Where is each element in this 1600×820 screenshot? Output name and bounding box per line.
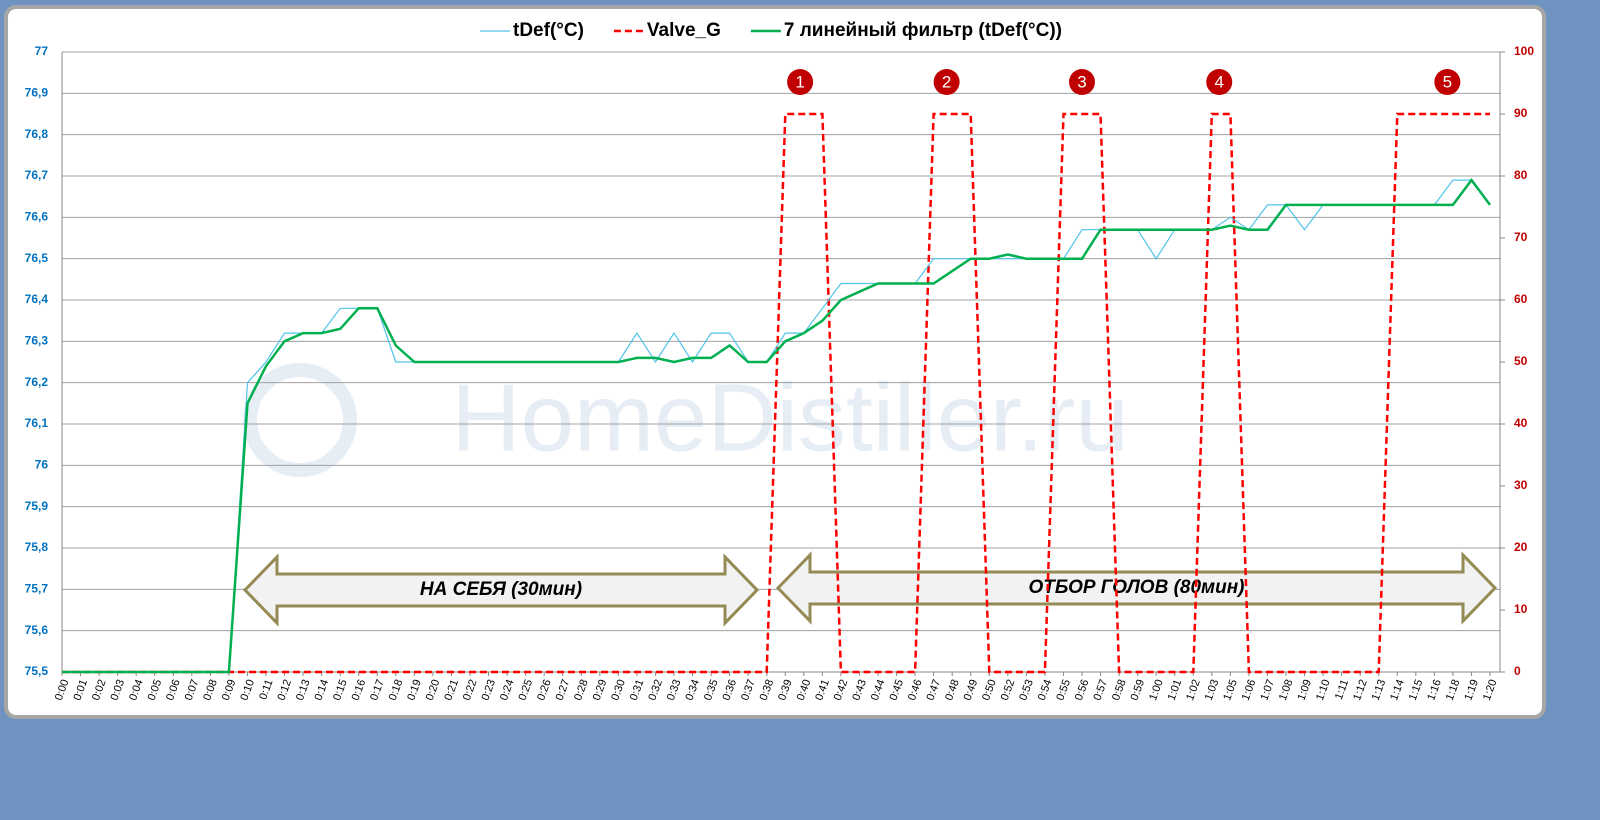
y2-tick-label: 0 [1514,664,1521,678]
y-tick-label: 77 [35,44,49,58]
y-tick-label: 75,8 [25,540,49,554]
marker-badge [1069,69,1095,95]
y-tick-label: 76,7 [25,168,49,182]
y-tick-label: 76,2 [25,375,49,389]
range-arrow [242,553,760,627]
chart-panel [4,5,1546,719]
marker-label: 3 [1077,72,1086,91]
marker-label: 4 [1215,72,1224,91]
arrow-label: ОТБОР ГОЛОВ (80мин) [1028,577,1244,598]
y-tick-label: 76,5 [25,251,49,265]
y2-tick-label: 80 [1514,168,1528,182]
y-tick-label: 76,6 [25,210,49,224]
y-tick-label: 75,6 [25,623,49,637]
y2-tick-label: 10 [1514,602,1528,616]
series-line [62,179,1491,673]
y-tick-label: 76 [35,458,49,472]
y-tick-label: 75,5 [25,664,49,678]
marker-label: 5 [1443,72,1452,91]
y2-tick-label: 30 [1514,478,1528,492]
marker-badge [933,69,960,95]
watermark: HomeDistiller.ru [451,364,1128,471]
series-line [62,178,1492,674]
marker-label: 1 [795,72,804,91]
marker-label: 2 [942,72,951,91]
legend-label: tDef(°C) [513,20,584,41]
y2-tick-label: 40 [1514,416,1528,430]
y2-tick-label: 70 [1514,230,1528,244]
y-tick-label: 76,3 [25,334,49,348]
y-tick-label: 75,9 [25,499,49,513]
y2-tick-label: 90 [1514,106,1528,120]
marker-badge [1434,69,1461,95]
y2-tick-label: 50 [1514,354,1528,368]
marker-badge [1206,69,1233,95]
arrow-label: НА СЕБЯ (30мин) [420,579,582,600]
series-line [62,112,1490,674]
legend-label: 7 линейный фильтр (tDef(°C)) [784,20,1062,41]
y-tick-label: 76,8 [25,127,49,141]
y-tick-label: 76,1 [25,416,49,430]
watermark-logo [243,363,357,477]
marker-badge [787,69,814,95]
legend-label: Valve_G [647,20,721,41]
y-tick-label: 76,9 [25,86,49,100]
y2-tick-label: 60 [1514,292,1528,306]
range-arrow [775,551,1498,625]
y2-tick-label: 100 [1514,44,1534,58]
y2-tick-label: 20 [1514,540,1528,554]
y-tick-label: 75,7 [25,582,49,596]
y-tick-label: 76,4 [25,292,49,306]
